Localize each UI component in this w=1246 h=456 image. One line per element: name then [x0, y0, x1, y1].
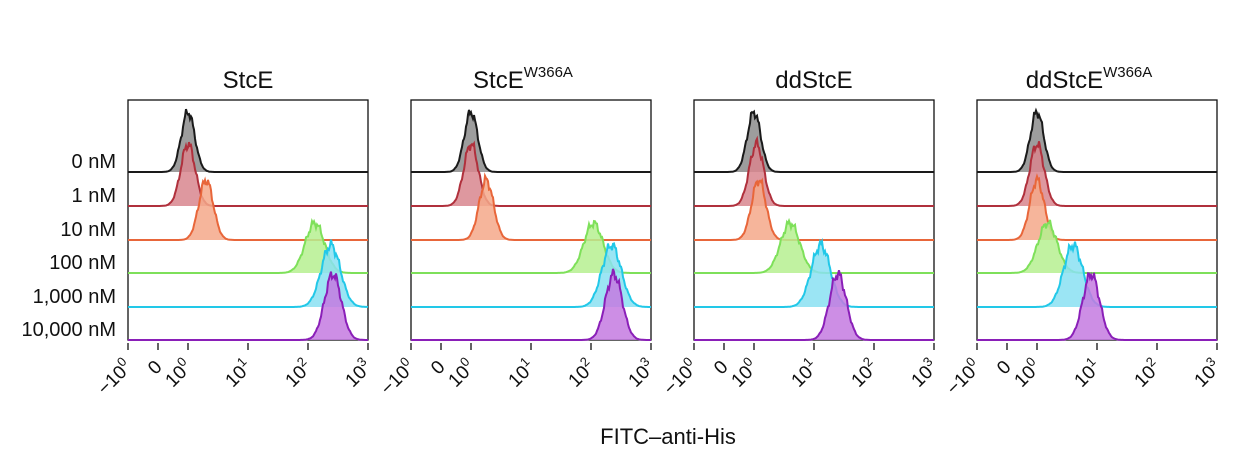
x-tick-label: 101: [502, 354, 540, 392]
row-label: 10 nM: [60, 219, 116, 241]
histogram-line: [694, 237, 934, 308]
x-tick-label: −100: [374, 354, 420, 400]
histogram-line: [694, 270, 934, 341]
x-tick-label: 103: [1188, 354, 1226, 392]
row-label: 0 nM: [72, 151, 116, 173]
histogram-line: [977, 107, 1217, 173]
histogram-fill: [977, 219, 1217, 273]
histogram-line: [694, 177, 934, 241]
histogram-line: [128, 239, 369, 308]
histogram-line: [977, 271, 1217, 341]
x-tick-label: −100: [91, 354, 137, 400]
panel-title: ddStcEW366A: [1026, 64, 1153, 94]
histogram-line: [411, 109, 651, 173]
histogram-line: [128, 176, 368, 241]
x-tick-label: 102: [562, 354, 600, 392]
histogram-fill: [977, 272, 1217, 340]
histogram-fill: [977, 110, 1217, 172]
panel-title: StcEW366A: [473, 64, 573, 94]
histogram-line: [411, 140, 651, 207]
x-tick-label: 100: [1008, 354, 1046, 392]
x-tick-label: 102: [1128, 354, 1166, 392]
histogram-line: [694, 135, 934, 207]
x-tick-label: 103: [622, 354, 660, 392]
histogram-fill: [694, 111, 934, 172]
row-labels: 0 nM 1 nM 10 nM 100 nM 1,000 nM 10,000 nM: [21, 151, 116, 341]
x-tick-label: −100: [940, 354, 986, 400]
histogram-line: [977, 141, 1217, 207]
x-axis-label: FITC–anti-His: [600, 424, 736, 449]
histogram-fill: [694, 180, 934, 240]
histogram-line: [977, 173, 1217, 241]
row-label: 1 nM: [72, 185, 116, 207]
histogram-fill: [411, 109, 651, 172]
histogram-fill: [694, 241, 934, 307]
x-tick-label: 100: [442, 354, 480, 392]
histogram-fill: [411, 175, 651, 240]
histogram-line: [411, 268, 651, 341]
histogram-fill: [411, 143, 651, 206]
row-label: 1,000 nM: [33, 286, 116, 308]
x-tick-label: −100: [657, 354, 703, 400]
x-tick-label: 103: [339, 354, 377, 392]
histogram-fill: [128, 239, 368, 307]
panel-title: ddStcE: [775, 67, 852, 94]
histogram-fill: [128, 179, 368, 240]
x-tick-label: 102: [279, 354, 317, 392]
histogram-line: [411, 172, 651, 241]
panel-title: StcE: [223, 67, 274, 94]
x-tick-label: 102: [845, 354, 883, 392]
x-tick-label: 103: [905, 354, 943, 392]
x-tick-label: 101: [1068, 354, 1106, 392]
x-tick-label: 101: [785, 354, 823, 392]
histogram-fill: [128, 221, 368, 273]
histogram-fill: [128, 271, 368, 340]
histogram-line: [128, 141, 368, 207]
x-tick-label: 101: [219, 354, 257, 392]
row-label: 10,000 nM: [21, 319, 116, 341]
histogram-fill: [977, 141, 1217, 206]
row-label: 100 nM: [49, 252, 116, 274]
histogram-fill: [128, 109, 368, 172]
histogram-fill: [411, 268, 651, 340]
histogram-line: [411, 242, 651, 308]
histogram-line: [694, 109, 934, 173]
x-tick-label: 100: [725, 354, 763, 392]
histogram-fill: [411, 243, 651, 307]
histogram-fill: [411, 221, 651, 273]
histogram-line: [128, 108, 368, 173]
histogram-fill: [977, 176, 1217, 240]
histogram-fill: [128, 142, 368, 206]
histogram-line: [128, 271, 368, 341]
histogram-line: [977, 219, 1217, 274]
x-tick-label: 100: [159, 354, 197, 392]
